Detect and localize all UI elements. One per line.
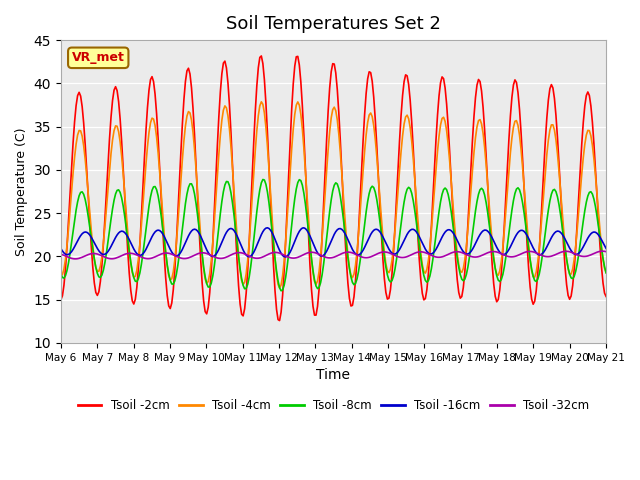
Tsoil -4cm: [220, 107, 227, 113]
Tsoil -32cm: [239, 251, 247, 256]
Tsoil -8cm: [124, 237, 132, 242]
Tsoil -16cm: [220, 236, 227, 241]
Tsoil -16cm: [57, 246, 65, 252]
Tsoil -2cm: [575, 193, 582, 199]
Tsoil -8cm: [277, 288, 285, 294]
Tsoil -32cm: [125, 251, 133, 256]
Tsoil -2cm: [276, 318, 284, 324]
Tsoil -4cm: [575, 208, 582, 214]
Tsoil -32cm: [599, 248, 607, 254]
Tsoil -2cm: [124, 248, 132, 253]
Tsoil -4cm: [602, 270, 610, 276]
Tsoil -16cm: [575, 251, 582, 256]
Tsoil -2cm: [602, 294, 610, 300]
Tsoil -8cm: [575, 252, 582, 257]
Tsoil -8cm: [57, 271, 65, 277]
Line: Tsoil -16cm: Tsoil -16cm: [61, 228, 606, 257]
Tsoil -8cm: [602, 270, 610, 276]
Tsoil -16cm: [298, 225, 306, 231]
Tsoil -2cm: [220, 60, 227, 66]
Tsoil -4cm: [276, 285, 284, 291]
Tsoil -32cm: [297, 253, 305, 259]
Y-axis label: Soil Temperature (C): Soil Temperature (C): [15, 127, 28, 256]
Tsoil -4cm: [238, 277, 246, 283]
Text: VR_met: VR_met: [72, 51, 125, 64]
Tsoil -32cm: [248, 254, 256, 260]
Tsoil -4cm: [247, 217, 255, 223]
Tsoil -16cm: [238, 244, 246, 250]
Line: Tsoil -2cm: Tsoil -2cm: [61, 56, 606, 321]
Tsoil -16cm: [602, 245, 610, 251]
Tsoil -32cm: [602, 249, 610, 254]
Line: Tsoil -4cm: Tsoil -4cm: [61, 102, 606, 288]
Tsoil -2cm: [247, 206, 255, 212]
Tsoil -4cm: [298, 126, 306, 132]
Line: Tsoil -8cm: Tsoil -8cm: [61, 180, 606, 291]
Tsoil -16cm: [282, 254, 289, 260]
Tsoil -2cm: [298, 103, 306, 109]
Tsoil -32cm: [221, 255, 228, 261]
Tsoil -8cm: [298, 182, 306, 188]
Legend: Tsoil -2cm, Tsoil -4cm, Tsoil -8cm, Tsoil -16cm, Tsoil -32cm: Tsoil -2cm, Tsoil -4cm, Tsoil -8cm, Tsoi…: [73, 394, 594, 417]
Tsoil -8cm: [247, 264, 255, 269]
Tsoil -32cm: [573, 252, 581, 258]
Tsoil -2cm: [257, 53, 265, 59]
X-axis label: Time: Time: [317, 368, 351, 382]
Tsoil -8cm: [259, 177, 267, 182]
Tsoil -4cm: [124, 229, 132, 235]
Line: Tsoil -32cm: Tsoil -32cm: [61, 251, 606, 259]
Title: Soil Temperatures Set 2: Soil Temperatures Set 2: [226, 15, 441, 33]
Tsoil -16cm: [264, 225, 271, 231]
Tsoil -2cm: [238, 312, 246, 317]
Tsoil -8cm: [220, 189, 227, 194]
Tsoil -8cm: [238, 276, 246, 282]
Tsoil -4cm: [57, 272, 65, 278]
Tsoil -16cm: [247, 253, 255, 259]
Tsoil -16cm: [124, 234, 132, 240]
Tsoil -32cm: [57, 252, 65, 257]
Tsoil -32cm: [71, 256, 79, 262]
Tsoil -4cm: [257, 99, 265, 105]
Tsoil -2cm: [57, 297, 65, 302]
